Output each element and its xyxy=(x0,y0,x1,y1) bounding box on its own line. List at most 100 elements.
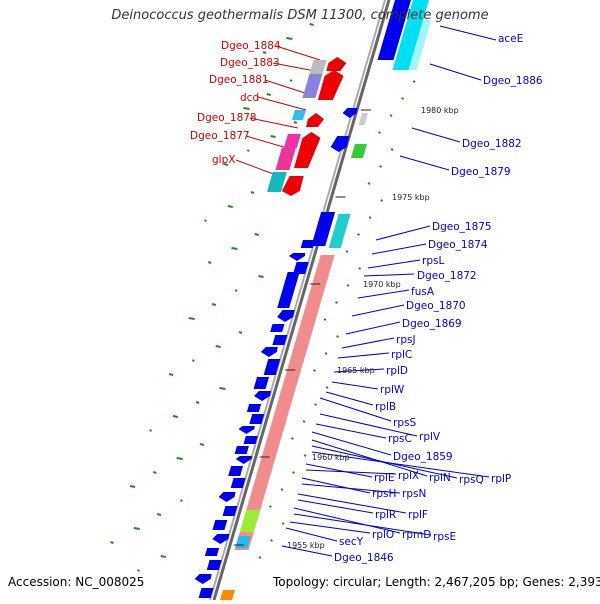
gc-skew-mark xyxy=(129,485,136,488)
gene-cyan-top xyxy=(392,0,429,70)
gene-label-dgeo-1886[interactable]: Dgeo_1886 xyxy=(483,75,543,87)
gene-label-rpld[interactable]: rplD xyxy=(386,365,408,377)
gene-label-secy[interactable]: secY xyxy=(339,536,364,548)
gene-label-dgeo-1875[interactable]: Dgeo_1875 xyxy=(432,221,492,233)
gene-ribosomal-9 xyxy=(253,377,270,389)
gene-ribosomal-7 xyxy=(260,347,278,357)
gene-ribosomal-26 xyxy=(198,588,214,598)
gene-label-fusa[interactable]: fusA xyxy=(411,286,435,298)
gene-ribosomal-14 xyxy=(243,436,258,444)
gene-ribosomal-1 xyxy=(288,253,306,261)
gene-label-rpsj[interactable]: rpsJ xyxy=(396,334,416,346)
gene-blue-top xyxy=(377,0,411,60)
gc-skew-mark xyxy=(149,429,153,432)
scale-label-1965: 1965 kbp xyxy=(337,366,375,375)
gene-cyan-left xyxy=(267,172,287,192)
gc-skew-mark xyxy=(303,454,307,457)
gc-skew-mark xyxy=(324,352,328,355)
gene-label-rplc[interactable]: rplC xyxy=(391,349,413,361)
gene-label-rpsc[interactable]: rpsC xyxy=(388,433,412,445)
gene-label-dgeo-1883[interactable]: Dgeo_1883 xyxy=(220,57,280,69)
gene-label-rplx[interactable]: rplX xyxy=(398,470,420,482)
gene-ribosomal-20 xyxy=(222,506,238,516)
gc-skew-mark xyxy=(270,539,273,542)
gene-label-dgeo-1877[interactable]: Dgeo_1877 xyxy=(190,130,250,142)
gene-label-rple[interactable]: rplE xyxy=(374,472,395,484)
gc-skew-mark xyxy=(293,121,298,124)
gene-label-dgeo-1882[interactable]: Dgeo_1882 xyxy=(462,138,522,150)
gene-label-rpss[interactable]: rpsS xyxy=(393,417,417,429)
gene-ribosomal-23 xyxy=(204,548,220,556)
gene-label-rpln[interactable]: rplN xyxy=(429,472,451,484)
gene-label-dgeo-1879[interactable]: Dgeo_1879 xyxy=(451,166,511,178)
gc-skew-mark xyxy=(367,182,371,185)
connector-right-7 xyxy=(363,273,415,277)
gene-label-rpse[interactable]: rpsE xyxy=(433,531,457,543)
gene-label-rplo[interactable]: rplO xyxy=(372,529,395,541)
gene-label-rplf[interactable]: rplF xyxy=(408,509,428,521)
gc-skew-mark xyxy=(156,513,162,516)
gene-label-dcd[interactable]: dcd xyxy=(240,92,260,104)
gc-skew-mark xyxy=(176,457,183,460)
connector-right-10 xyxy=(345,321,401,335)
gc-skew-mark xyxy=(280,488,284,491)
connector-right-8 xyxy=(357,289,410,299)
gene-label-rplb[interactable]: rplB xyxy=(375,401,397,413)
connector-right-27 xyxy=(297,493,407,514)
gene-label-dgeo-1846[interactable]: Dgeo_1846 xyxy=(334,552,394,564)
gene-label-rplr[interactable]: rplR xyxy=(375,509,397,521)
gene-label-dgeo-1872[interactable]: Dgeo_1872 xyxy=(417,270,477,282)
scale-label-1975: 1975 kbp xyxy=(392,193,430,202)
connector-right-1 xyxy=(429,63,482,81)
gene-ribosomal-13 xyxy=(238,426,255,434)
gc-skew-mark xyxy=(250,191,255,194)
connector-right-6 xyxy=(367,259,421,269)
gc-skew-mark xyxy=(270,135,276,138)
connector-left-0 xyxy=(275,45,321,61)
gene-label-dgeo-1884[interactable]: Dgeo_1884 xyxy=(221,40,281,52)
gene-label-dgeo-1869[interactable]: Dgeo_1869 xyxy=(402,318,462,330)
gene-label-acee[interactable]: aceE xyxy=(498,33,524,45)
gene-label-glpx[interactable]: glpX xyxy=(212,154,236,166)
gene-label-rpsq[interactable]: rpsQ xyxy=(459,474,484,486)
gc-skew-mark xyxy=(302,420,306,423)
connector-right-25 xyxy=(301,477,371,494)
gene-label-rpsl[interactable]: rpsL xyxy=(422,255,445,267)
connector-left-3 xyxy=(257,96,307,111)
gene-cyan-light xyxy=(408,20,432,70)
gc-skew-mark xyxy=(357,233,360,236)
gene-dgeo-1879 xyxy=(350,144,367,158)
gene-blue-small xyxy=(342,108,358,118)
connector-right-11 xyxy=(341,337,395,349)
gene-ribosomal-5 xyxy=(270,324,285,332)
gene-label-dgeo-1881[interactable]: Dgeo_1881 xyxy=(209,74,269,86)
connector-right-3 xyxy=(399,155,450,171)
gene-label-rplp[interactable]: rplP xyxy=(491,473,512,485)
scale-ticks xyxy=(234,109,371,546)
gc-skew-mark xyxy=(243,107,250,110)
gc-skew-mark xyxy=(195,401,200,404)
gene-secy xyxy=(239,510,261,532)
gene-label-rplv[interactable]: rplV xyxy=(419,431,441,443)
gc-skew-mark xyxy=(246,149,250,152)
genome-backbone xyxy=(209,0,391,601)
gene-orange-bottom xyxy=(220,590,235,600)
gene-label-rpmd[interactable]: rpmD xyxy=(402,529,432,541)
gene-label-dgeo-1859[interactable]: Dgeo_1859 xyxy=(393,451,453,463)
gc-skew-mark xyxy=(262,51,267,54)
gc-skew-mark xyxy=(188,317,195,320)
gc-skew-mark xyxy=(368,216,372,219)
gc-skew-mark xyxy=(110,541,114,544)
gene-dcd xyxy=(302,74,323,98)
gene-label-rplw[interactable]: rplW xyxy=(380,384,405,396)
gc-skew-mark xyxy=(179,499,183,502)
gene-label-dgeo-1878[interactable]: Dgeo_1878 xyxy=(197,112,257,124)
gene-label-dgeo-1870[interactable]: Dgeo_1870 xyxy=(406,300,466,312)
gene-label-rpsh[interactable]: rpsH xyxy=(372,488,397,500)
connector-right-17 xyxy=(319,413,418,437)
gene-ribosomal-25 xyxy=(194,574,212,584)
gene-label-rpsn[interactable]: rpsN xyxy=(402,488,427,500)
gene-dgeo-1877 xyxy=(305,113,325,127)
gene-label-dgeo-1874[interactable]: Dgeo_1874 xyxy=(428,239,488,251)
